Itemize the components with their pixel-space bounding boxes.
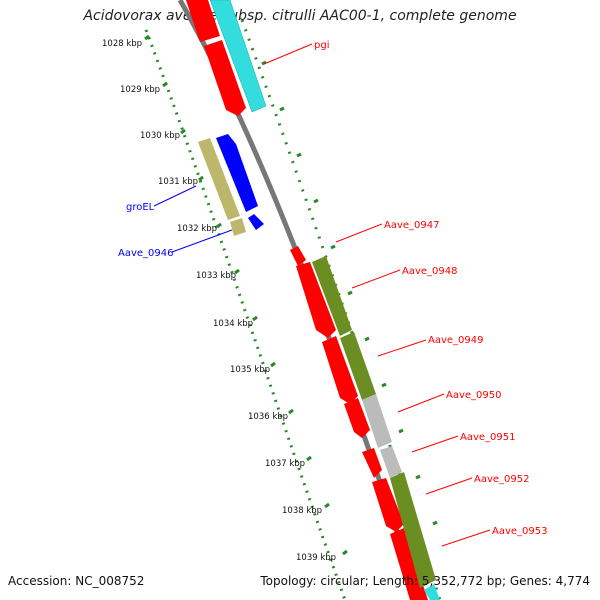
gene-label-aave-0948[interactable]: Aave_0948 <box>402 266 458 277</box>
gene-red-top-1[interactable] <box>186 0 220 42</box>
gene-gray-1[interactable] <box>362 394 392 448</box>
ruler-tick-label: 1030 kbp <box>140 131 180 141</box>
aave-0949-callout-line <box>377 339 427 357</box>
gene-olive-3[interactable] <box>390 472 436 588</box>
gene-aave-0947[interactable] <box>290 246 306 266</box>
gene-groEL[interactable] <box>216 134 258 212</box>
gene-gray-2[interactable] <box>380 446 402 478</box>
gene-label-aave-0951[interactable]: Aave_0951 <box>460 432 516 443</box>
ruler-tick-label: 1035 kbp <box>230 365 270 375</box>
ruler-right-ticks <box>261 60 438 526</box>
topology-label: Topology: circular; Length: 5,352,772 bp… <box>260 574 590 588</box>
ruler-tick-label: 1032 kbp <box>177 224 217 234</box>
groel-callout-line <box>153 185 197 207</box>
ruler-tick-label: 1029 kbp <box>120 85 160 95</box>
aave-0950-callout-line <box>397 393 445 413</box>
gene-label-aave-0950[interactable]: Aave_0950 <box>446 390 502 401</box>
gene-aave-0946[interactable] <box>248 214 264 230</box>
pgi-callout-line <box>263 43 313 65</box>
gene-label-aave-0947[interactable]: Aave_0947 <box>384 220 440 231</box>
ruler-tick-label: 1039 kbp <box>296 553 336 563</box>
aave-0947-callout-line <box>335 223 383 243</box>
gene-aave-0950[interactable] <box>344 398 370 438</box>
gene-pgi-segment[interactable] <box>209 0 267 113</box>
aave-0952-callout-line <box>425 477 473 495</box>
gene-label-aave-0952[interactable]: Aave_0952 <box>474 474 530 485</box>
gene-khaki-1[interactable] <box>198 138 240 220</box>
accession-label: Accession: NC_008752 <box>8 574 145 588</box>
aave-0946-callout-line <box>171 229 233 253</box>
gene-aave-0949[interactable] <box>322 336 358 404</box>
gene-aave-0952[interactable] <box>372 478 404 532</box>
ruler-tick-label: 1037 kbp <box>265 459 305 469</box>
ruler-tick-label: 1028 kbp <box>102 39 142 49</box>
gene-olive-2[interactable] <box>340 332 376 400</box>
gene-label-groel[interactable]: groEL <box>126 202 155 213</box>
gene-label-aave-0949[interactable]: Aave_0949 <box>428 335 484 346</box>
gene-label-pgi[interactable]: pgi <box>314 40 329 51</box>
aave-0953-callout-line <box>441 529 491 547</box>
gene-aave-0951[interactable] <box>362 448 382 478</box>
gene-label-aave-0953[interactable]: Aave_0953 <box>492 526 548 537</box>
ruler-tick-label: 1033 kbp <box>196 271 236 281</box>
gene-aave-0948[interactable] <box>296 262 336 338</box>
ruler-tick-label: 1038 kbp <box>282 506 322 516</box>
aave-0948-callout-line <box>351 269 401 289</box>
ruler-tick-label: 1031 kbp <box>158 177 198 187</box>
gene-olive-1[interactable] <box>312 256 352 336</box>
ruler-tick-label: 1036 kbp <box>248 412 288 422</box>
gene-khaki-2[interactable] <box>230 218 246 236</box>
gene-red-top-2[interactable] <box>204 40 246 116</box>
aave-0951-callout-line <box>411 435 459 453</box>
ruler-major-ticks <box>144 34 348 556</box>
gene-cyan-bottom[interactable] <box>424 584 440 600</box>
ruler-tick-label: 1034 kbp <box>213 319 253 329</box>
gene-label-aave-0946[interactable]: Aave_0946 <box>118 248 174 259</box>
